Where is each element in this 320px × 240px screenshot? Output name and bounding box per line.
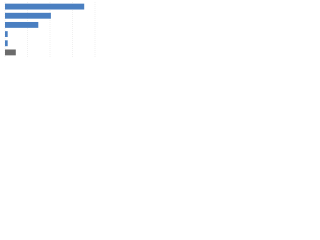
chart bbox=[4, 2, 96, 57]
bar bbox=[5, 49, 16, 56]
bar bbox=[5, 12, 51, 19]
bar bbox=[5, 3, 85, 10]
bar bbox=[5, 40, 8, 47]
bar bbox=[5, 31, 8, 38]
page: (() => { const data = JSON.parse(documen… bbox=[0, 0, 320, 71]
bar bbox=[5, 21, 39, 28]
